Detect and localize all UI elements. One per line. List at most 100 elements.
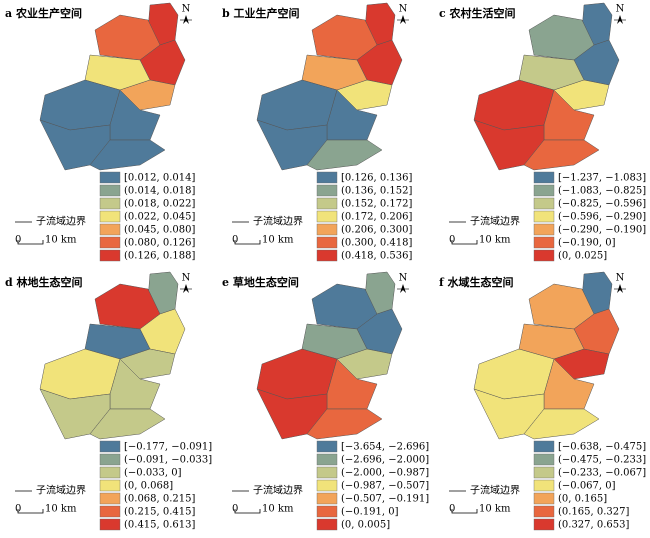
legend-swatch [99, 453, 121, 466]
legend-label: (0.152, 0.172] [341, 199, 413, 210]
map-panel: c 农村生活空间 N [−1.237, −1.083] (−1.083, −0.825… [439, 2, 646, 262]
subbasin [89, 139, 166, 171]
map-panel: d 林地生态空间 N [−0.177, −0.091] (−0.091, −0.033… [5, 271, 212, 531]
panel-title: d 林地生态空间 [5, 275, 83, 289]
legend-swatch [99, 505, 121, 518]
map-panel: f 水域生态空间 N [−0.638, −0.475] (−0.475, −0.233… [439, 271, 646, 531]
legend-swatch [316, 492, 338, 505]
legend-label: (−0.091, −0.033] [124, 455, 212, 466]
legend-swatch [316, 518, 338, 531]
panel-title: c 农村生活空间 [439, 6, 516, 20]
boundary-label: 子流域边界 [36, 484, 86, 497]
legend-swatch [316, 236, 338, 249]
north-arrow [183, 15, 189, 24]
legend-label: (0.165, 0.327] [558, 507, 630, 518]
map-panel: e 草地生态空间 N [−3.654, −2.696] (−2.696, −2.000… [222, 271, 429, 531]
subbasin [306, 408, 383, 440]
scale-start: 0 [232, 235, 238, 246]
legend-label: (0, 0.165] [558, 494, 607, 505]
north-label: N [182, 4, 191, 15]
scale-bar [451, 240, 478, 245]
panel-title: a 农业生产空间 [5, 6, 82, 20]
subbasin [256, 348, 338, 400]
legend-swatch [99, 479, 121, 492]
legend-label: (−0.191, 0] [341, 507, 399, 518]
legend-swatch [533, 518, 555, 531]
scale-end: 10 km [45, 235, 77, 246]
legend-swatch [316, 197, 338, 210]
legend-swatch [316, 223, 338, 236]
subbasin [336, 348, 393, 380]
scale-start: 0 [449, 504, 455, 515]
scale-end: 10 km [479, 504, 511, 515]
legend-swatch [533, 505, 555, 518]
subbasin [39, 348, 121, 400]
subbasin [473, 79, 555, 131]
north-arrow [400, 15, 406, 24]
scale-start: 0 [232, 504, 238, 515]
legend-label: (0.045, 0.080] [124, 225, 196, 236]
subbasin [553, 348, 610, 380]
legend-label: (0.126, 0.188] [124, 251, 196, 262]
legend-swatch [99, 249, 121, 262]
scale-end: 10 km [479, 235, 511, 246]
legend-swatch [99, 210, 121, 223]
scale-end: 10 km [262, 235, 294, 246]
scale-bar [17, 240, 44, 245]
legend-swatch [99, 466, 121, 479]
scale-end: 10 km [45, 504, 77, 515]
north-label: N [616, 4, 625, 15]
boundary-label: 子流域边界 [470, 484, 520, 497]
legend-swatch [316, 505, 338, 518]
legend-swatch [316, 453, 338, 466]
north-label: N [399, 273, 408, 284]
north-arrow [617, 15, 623, 24]
north-arrow [183, 284, 189, 293]
subbasin [336, 79, 393, 111]
legend-swatch [533, 440, 555, 453]
legend-label: (−0.233, −0.067] [558, 468, 646, 479]
legend-swatch [316, 249, 338, 262]
legend-label: (−0.596, −0.290] [558, 212, 646, 223]
legend-swatch [316, 171, 338, 184]
legend-label: (−0.507, −0.191] [341, 494, 429, 505]
legend-label: (−1.083, −0.825] [558, 186, 646, 197]
legend-label: (0.206, 0.300] [341, 225, 413, 236]
legend-label: (0.327, 0.653] [558, 520, 630, 531]
north-arrow [400, 284, 406, 293]
legend-label: (0.172, 0.206] [341, 212, 413, 223]
panel-title: b 工业生产空间 [222, 6, 300, 20]
panel-title: e 草地生态空间 [222, 275, 299, 289]
legend-swatch [533, 184, 555, 197]
legend-swatch [533, 466, 555, 479]
boundary-label: 子流域边界 [36, 215, 86, 228]
legend-swatch [533, 210, 555, 223]
legend-swatch [533, 249, 555, 262]
legend-swatch [316, 210, 338, 223]
legend-swatch [533, 492, 555, 505]
subbasin [256, 79, 338, 131]
scale-start: 0 [449, 235, 455, 246]
scale-bar [234, 240, 261, 245]
legend-swatch [316, 479, 338, 492]
legend-label: (0.014, 0.018] [124, 186, 196, 197]
legend-label: (0.300, 0.418] [341, 238, 413, 249]
boundary-label: 子流域边界 [253, 484, 303, 497]
legend-label: [−0.177, −0.091] [124, 442, 212, 453]
subbasin [119, 348, 176, 380]
legend-label: (−0.190, 0] [558, 238, 616, 249]
legend-swatch [99, 492, 121, 505]
legend-label: (0.136, 0.152] [341, 186, 413, 197]
subbasin [553, 79, 610, 111]
legend-label: (0.418, 0.536] [341, 251, 413, 262]
north-label: N [616, 273, 625, 284]
legend-label: (0.022, 0.045] [124, 212, 196, 223]
legend-label: [−0.638, −0.475] [558, 442, 646, 453]
boundary-label: 子流域边界 [470, 215, 520, 228]
legend-label: (0.068, 0.215] [124, 494, 196, 505]
legend-label: (−0.475, −0.233] [558, 455, 646, 466]
subbasin [523, 139, 600, 171]
panel-title: f 水域生态空间 [439, 275, 514, 289]
legend-label: [−1.237, −1.083] [558, 173, 646, 184]
legend-label: (−2.000, −0.987] [341, 468, 429, 479]
